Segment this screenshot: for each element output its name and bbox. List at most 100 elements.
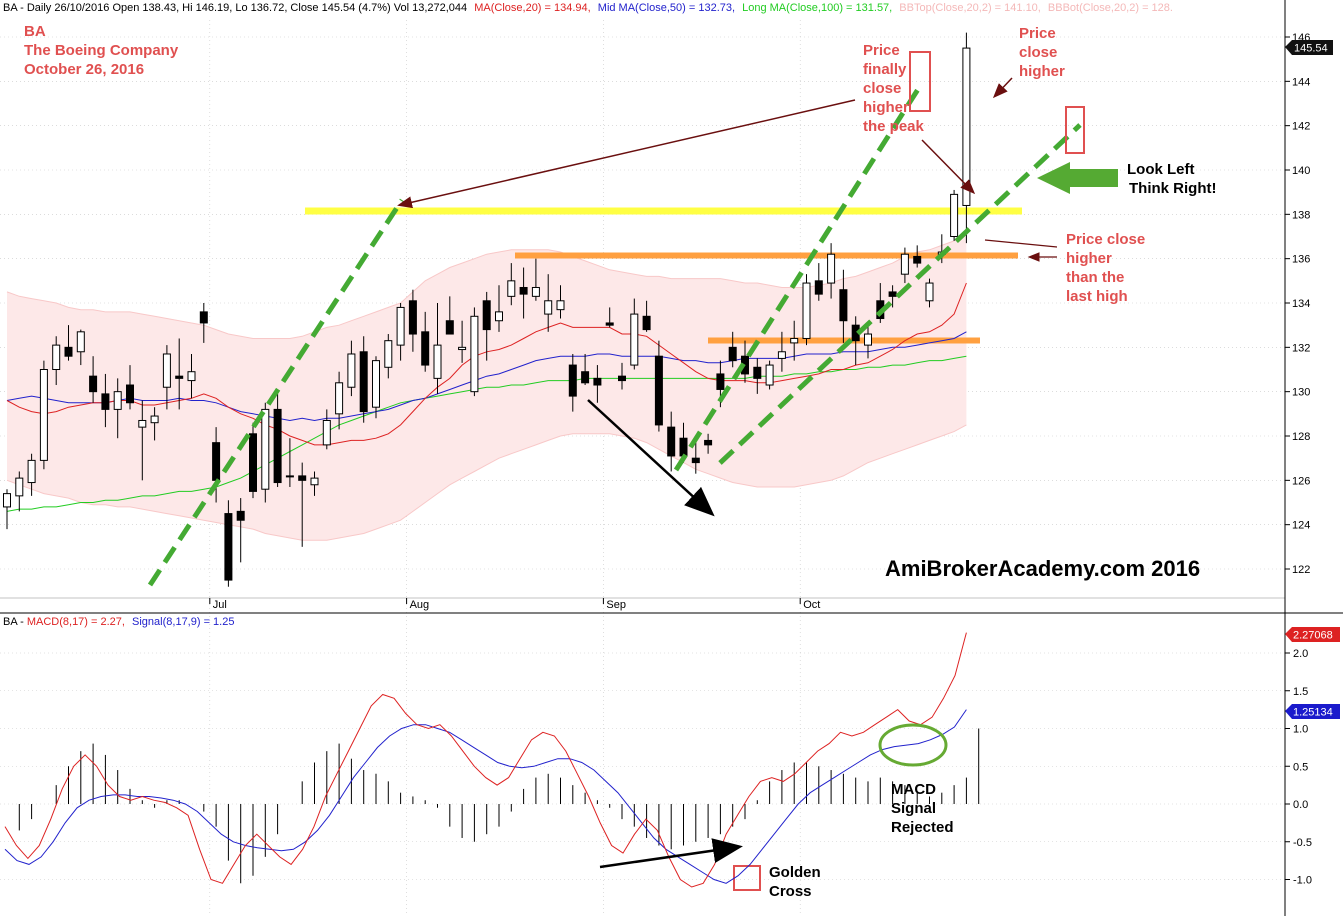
month-axis: Jul Aug Sep Oct [209,598,820,611]
candle-body-down [888,291,897,297]
candle [544,274,553,332]
annotation-price-close-last-high: Price close higher than the last high [1066,231,1149,305]
annotation-line: Think Right! [1129,180,1216,197]
macd-header: BA - MACD(8,17) = 2.27, Signal(8,17,9) =… [3,616,234,628]
annotation-line: Price close [1066,231,1145,248]
price-badge-text: 145.54 [1294,43,1328,55]
candle [384,334,393,379]
annotation-price-close-higher: Price close higher [1019,25,1065,80]
candle-body-up [556,300,565,311]
candle-body-down [667,426,676,457]
candle [654,340,663,432]
candle [3,489,11,530]
candle [76,329,85,366]
annotation-line: Price [1019,25,1056,42]
candle-body-up [396,306,405,346]
header-bbtop: BBTop(Close,20,2) = 141.10, [899,2,1041,14]
candle [113,378,122,439]
candle [273,393,282,487]
candle [52,336,61,386]
candle [962,32,971,244]
candle [925,278,934,308]
macd-badge: 2.27068 [1285,627,1340,642]
candle-body-down [679,437,688,457]
candle-body-down [298,475,307,481]
arrow-macd-divergence [599,838,743,869]
candle-body-down [568,364,577,397]
candle-body-down [753,366,762,379]
candle [162,345,171,410]
macd-axis: -1.0 -0.5 0.0 0.5 1.0 1.5 2.0 [1285,648,1312,887]
candle-body-up [113,391,122,410]
arrow-to-breakout [921,139,976,195]
candle [642,300,651,332]
annotation-line: higher [863,99,909,116]
trendline-green-1 [147,198,405,587]
candle [790,320,799,361]
candle [630,298,639,370]
candle-body-down [913,255,922,264]
annotation-look-left: Look Left Think Right! [1127,161,1216,197]
header-ma50: Mid MA(Close,50) = 132.73, [598,2,735,14]
candle [101,373,110,428]
candle-body-up [39,369,48,461]
price-tick-label: 142 [1292,121,1310,133]
candle [261,402,270,503]
candle [531,258,540,301]
candle [138,400,147,481]
candle-body-down [654,355,663,426]
candle [372,356,380,419]
candle-body-down [581,371,590,384]
candle [187,353,196,399]
candle-body-up [372,360,380,408]
macd-header-prefix: BA - [3,616,27,628]
candle [89,356,98,403]
watermark: AmiBrokerAcademy.com 2016 [885,556,1200,581]
candle-body-down [273,408,282,484]
annotation-line: Rejected [891,819,954,836]
candle-body-up [765,364,774,386]
signal-badge-text: 1.25134 [1293,707,1333,719]
candle [285,438,294,487]
macd-line [4,632,967,888]
candle [864,322,872,359]
candle [495,285,503,332]
candle [950,189,959,241]
price-tick-label: 144 [1292,76,1310,88]
candle-body-down [445,320,454,335]
annotation-line: MACD [891,781,936,798]
candle-body-down [618,375,626,382]
candle [519,267,528,319]
annotation-line: last high [1066,288,1128,305]
candle-body-up [162,353,171,388]
candle-body-down [605,322,614,326]
candle [704,433,713,454]
candle-body-up [544,300,553,315]
candle-body-up [322,419,331,446]
candle-body-down [716,373,725,390]
candle-body-up [347,353,356,388]
candle-body-up [827,253,836,284]
candle-body-up [52,344,61,371]
candle [175,338,184,410]
candle [556,285,565,319]
candle [64,325,73,361]
candle-body-down [101,393,110,410]
annotation-line: than the [1066,269,1124,286]
ma100-line [6,355,967,512]
candle [39,360,48,470]
candle-body-up [310,477,319,486]
candle-body-up [962,47,971,206]
price-badge: 145.54 [1285,40,1333,55]
candle-body-down [212,442,221,481]
candle-body-down [482,300,491,331]
candle [249,422,257,499]
candle [126,365,134,410]
macd-tick-label: 0.5 [1293,761,1308,773]
candle-body-up [433,344,442,379]
candle-body-up [285,475,294,478]
candle [593,365,602,403]
arrow-to-close-higher [992,77,1013,99]
annotation-line: higher [1019,63,1065,80]
